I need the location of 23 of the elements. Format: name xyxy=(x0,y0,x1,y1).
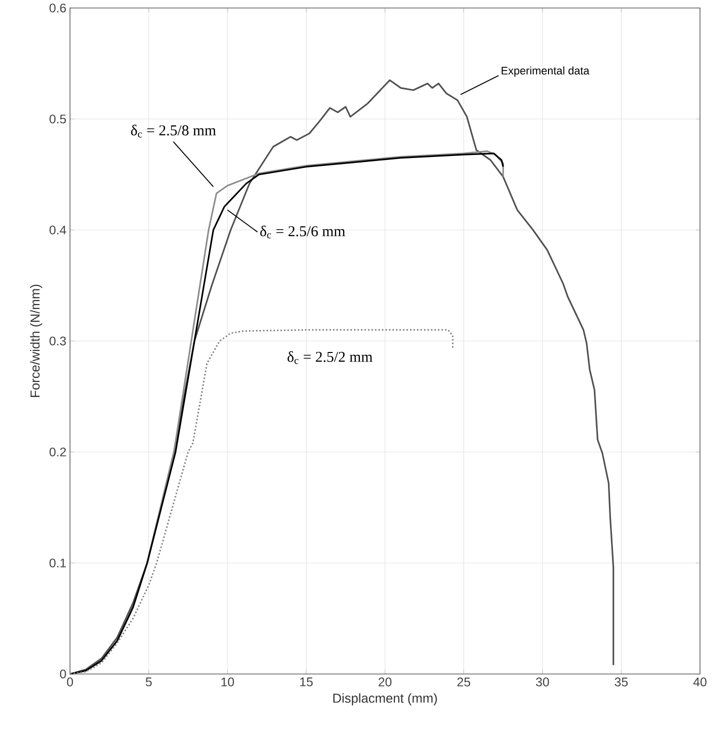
x-tick-label: 5 xyxy=(146,678,152,686)
annotation: δ$_{c}$ = 2.5/8 mm xyxy=(131,124,216,138)
x-tick-label: 40 xyxy=(693,678,706,686)
y-tick-label: 0.3 xyxy=(50,336,66,346)
x-tick-label: 0 xyxy=(67,678,73,686)
x-tick-label: 35 xyxy=(614,678,628,686)
annotation: δ$_{c}$ = 2.5/2 mm xyxy=(288,351,372,364)
y-tick-label: 0.1 xyxy=(50,558,66,568)
annotation: δ$_{c}$ = 2.5/6 mm xyxy=(260,226,346,238)
line-series xyxy=(69,79,614,675)
x-tick-label: 15 xyxy=(300,678,313,686)
y-tick-label: 0.2 xyxy=(50,448,66,456)
y-tick-label: 0.5 xyxy=(50,114,66,124)
x-tick-label: 20 xyxy=(378,678,392,686)
x-tick-label: 25 xyxy=(457,678,470,686)
y-axis-title: Force/width (N/mm) xyxy=(30,284,42,397)
y-tick-label: 0.4 xyxy=(50,226,66,234)
annotation: Experimental data xyxy=(502,66,590,77)
y-tick-label: 0 xyxy=(60,670,66,678)
x-axis-title: Displacment (mm) xyxy=(333,693,437,706)
y-tick-label: 0.6 xyxy=(50,4,66,12)
x-tick-label: 30 xyxy=(536,678,549,686)
x-tick-label: 10 xyxy=(222,678,234,686)
